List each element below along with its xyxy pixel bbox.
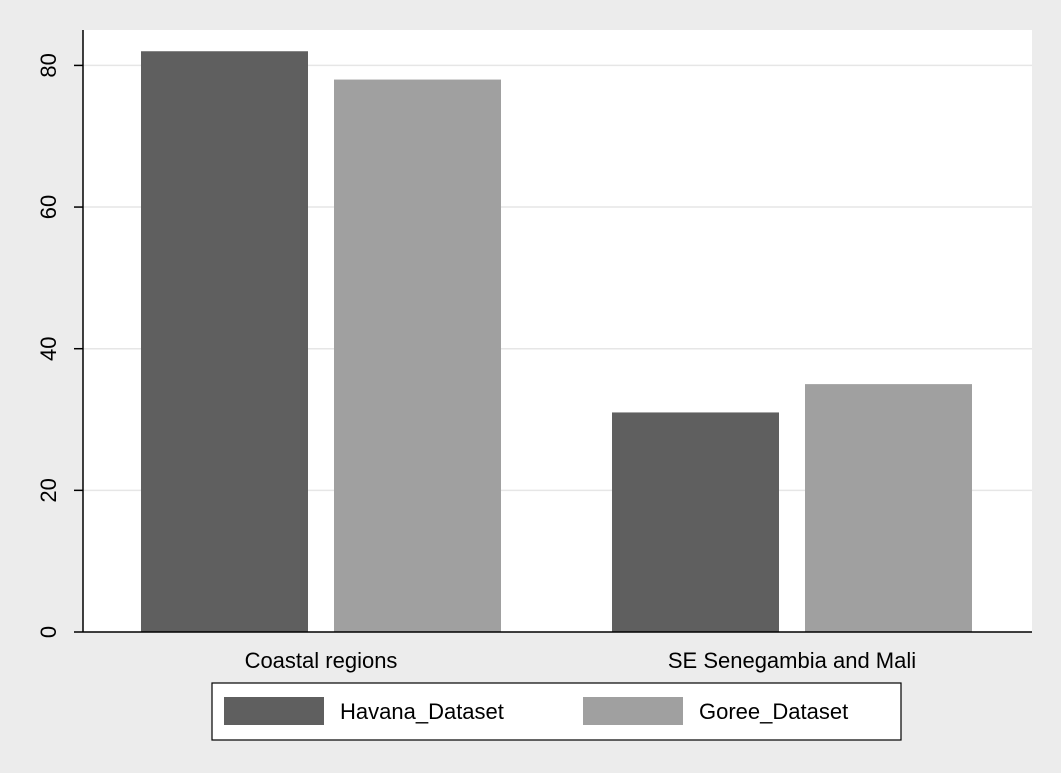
x-category-label: SE Senegambia and Mali — [668, 648, 916, 673]
y-axis-ticks: 0 20 40 60 80 — [36, 53, 83, 638]
legend-swatch — [583, 697, 683, 725]
bar-goree-dataset-1 — [805, 384, 972, 632]
legend-swatch — [224, 697, 324, 725]
bar-havana-dataset-0 — [141, 51, 308, 632]
legend-label: Goree_Dataset — [699, 699, 848, 724]
x-axis-categories: Coastal regions SE Senegambia and Mali — [245, 648, 917, 673]
y-tick-label: 20 — [36, 478, 61, 502]
bar-havana-dataset-1 — [612, 412, 779, 632]
legend-box — [211, 682, 902, 741]
legend: Havana_Dataset Goree_Dataset — [211, 682, 902, 741]
bar-goree-dataset-0 — [334, 79, 501, 632]
x-category-label: Coastal regions — [245, 648, 398, 673]
y-tick-label: 80 — [36, 53, 61, 77]
axes — [82, 30, 1032, 633]
legend-label: Havana_Dataset — [340, 699, 504, 724]
y-tick-label: 40 — [36, 336, 61, 360]
bars — [141, 51, 972, 632]
y-tick-label: 60 — [36, 195, 61, 219]
y-tick-label: 0 — [36, 626, 61, 638]
